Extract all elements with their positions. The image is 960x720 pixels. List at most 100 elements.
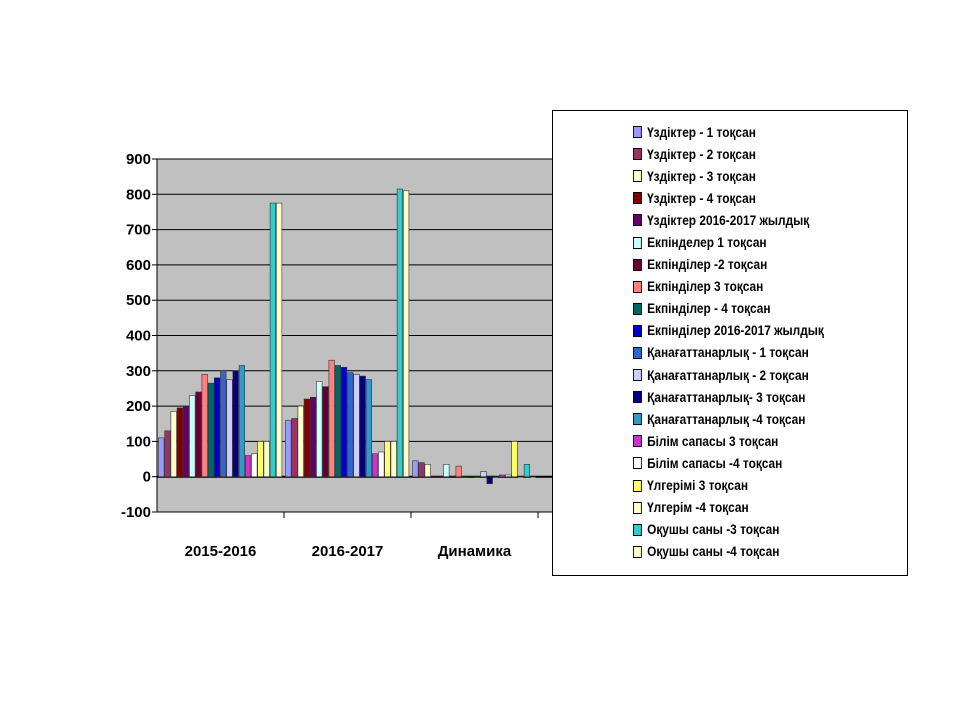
bar — [486, 476, 493, 485]
y-tick-label: -100 — [121, 504, 151, 521]
legend-item: Білім сапасы -4 тоқсан — [633, 452, 824, 474]
legend-item: Үздіктер 2016-2017 жылдық — [633, 209, 824, 231]
legend-label: Екпінділер 3 тоқсан — [647, 279, 764, 295]
legend-item: Оқушы саны -4 тоқсан — [633, 541, 824, 563]
bar — [390, 441, 397, 477]
bar — [207, 382, 215, 477]
legend-item: Үздіктер - 1 тоқсан — [633, 121, 824, 143]
legend-label: Үздіктер - 3 тоқсан — [647, 168, 756, 184]
bar — [328, 359, 335, 477]
bar — [263, 441, 270, 477]
bar — [461, 476, 469, 479]
legend-label: Оқушы саны -4 тоқсан — [647, 544, 780, 560]
y-tick-label: 500 — [126, 292, 151, 309]
bar — [359, 375, 366, 478]
bar — [164, 430, 171, 477]
legend-item: Үлгерім -4 тоқсан — [633, 497, 824, 519]
legend-label: Қанағаттанарлық - 2 тоқсан — [647, 367, 809, 383]
y-tick-label: 800 — [126, 186, 151, 203]
legend-label: Үздіктер - 1 тоқсан — [647, 124, 756, 140]
legend-label: Екпінділер 2016-2017 жылдық — [647, 323, 824, 339]
bar — [498, 474, 506, 477]
bar — [412, 460, 419, 478]
bar — [232, 370, 239, 477]
bar — [480, 471, 487, 477]
y-tick-label: 400 — [126, 328, 151, 345]
bar — [449, 476, 456, 479]
bar — [505, 474, 512, 477]
x-tick-label: 2016-2017 — [312, 543, 384, 560]
legend-swatch — [633, 192, 642, 205]
bar — [275, 202, 283, 478]
bar — [511, 441, 518, 477]
bar — [257, 441, 264, 477]
bar — [371, 453, 379, 478]
bar — [365, 379, 373, 477]
bar — [424, 464, 431, 478]
bar — [402, 190, 410, 477]
legend-swatch — [633, 391, 642, 404]
bar — [170, 411, 177, 477]
legend-label: Екпінделер 1 тоқсан — [647, 235, 767, 251]
legend-swatch — [633, 501, 642, 514]
legend-swatch — [633, 236, 642, 249]
legend-item: Үздіктер - 3 тоқсан — [633, 165, 824, 187]
bar — [316, 381, 323, 478]
bar — [238, 365, 246, 478]
y-tick-label: 200 — [126, 398, 151, 415]
legend-label: Үздіктер 2016-2017 жылдық — [647, 212, 810, 228]
legend-label: Оқушы саны -3 тоқсан — [647, 522, 780, 538]
legend-item: Екпінділер -2 тоқсан — [633, 254, 824, 276]
bar — [474, 476, 481, 479]
y-tick-label: 100 — [126, 433, 151, 450]
bar — [347, 372, 354, 478]
legend-label: Қанағаттанарлық- 3 тоқсан — [647, 389, 806, 405]
legend-swatch — [633, 545, 642, 558]
legend-label: Үлгерім -4 тоқсан — [647, 500, 749, 516]
y-tick-label: 300 — [126, 363, 151, 380]
bar — [201, 374, 208, 477]
bar — [523, 464, 530, 478]
legend-label: Білім сапасы -4 тоқсан — [647, 455, 783, 471]
legend-swatch — [633, 148, 642, 161]
bar — [297, 405, 304, 478]
legend-item: Қанағаттанарлық - 2 тоқсан — [633, 364, 824, 386]
legend: Үздіктер - 1 тоқсан Үздіктер - 2 тоқсан Үз… — [552, 110, 908, 576]
x-axis: 2015-2016 2016-2017 Динамика — [185, 512, 666, 560]
y-tick-label: 600 — [126, 257, 151, 274]
legend-label: Үлгерімі 3 тоқсан — [647, 478, 749, 494]
bar — [214, 377, 221, 477]
legend-item: Қанағаттанарлық- 3 тоқсан — [633, 386, 824, 408]
bars — [158, 188, 537, 485]
legend-list: Үздіктер - 1 тоқсан Үздіктер - 2 тоқсан Үз… — [633, 121, 850, 563]
bar — [467, 476, 475, 479]
legend-label: Үздіктер - 4 тоқсан — [647, 190, 756, 206]
y-tick-label: 700 — [126, 222, 151, 239]
bar — [334, 365, 342, 478]
bar — [340, 366, 348, 477]
legend-item: Білім сапасы 3 тоқсан — [633, 430, 824, 452]
legend-swatch — [633, 324, 642, 337]
legend-item: Екпінділер 3 тоқсан — [633, 276, 824, 298]
legend-label: Қанағаттанарлық - 1 тоқсан — [647, 345, 809, 361]
bar — [384, 441, 391, 477]
bar — [443, 464, 450, 478]
bar — [269, 202, 277, 478]
bar — [220, 370, 227, 477]
legend-swatch — [633, 170, 642, 183]
bar — [418, 462, 425, 477]
bar — [183, 405, 190, 478]
y-axis: 900 800 700 600 500 400 300 200 100 0 -100 — [121, 151, 157, 521]
legend-swatch — [633, 302, 642, 315]
legend-item: Үлгерімі 3 тоқсан — [633, 475, 824, 497]
legend-label: Үздіктер - 2 тоқсан — [647, 146, 756, 162]
x-tick-label: 2015-2016 — [185, 543, 257, 560]
bar — [195, 391, 202, 478]
bar — [245, 455, 252, 477]
bar — [529, 476, 537, 479]
bar — [251, 453, 258, 478]
legend-swatch — [633, 457, 642, 470]
legend-label: Қанағаттанарлық -4 тоқсан — [647, 411, 806, 427]
legend-item: Үздіктер - 4 тоқсан — [633, 187, 824, 209]
bar — [492, 476, 500, 479]
